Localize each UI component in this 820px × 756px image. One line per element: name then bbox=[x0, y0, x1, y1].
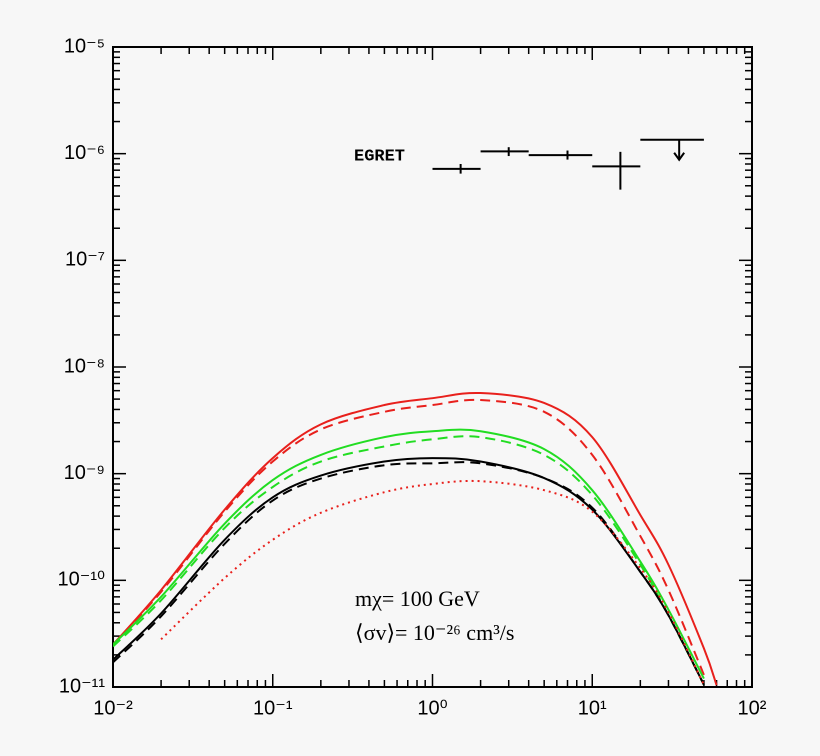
y-tick-label: 10⁻⁸ bbox=[64, 355, 105, 377]
x-tick-label: 10¹ bbox=[578, 697, 607, 719]
annotation: ⟨σv⟩= 10⁻²⁶ cm³/s bbox=[355, 620, 514, 645]
curve bbox=[160, 479, 705, 686]
x-tick-label: 10⁻² bbox=[93, 697, 133, 719]
plot-area bbox=[113, 391, 718, 686]
y-tick-label: 10⁻⁷ bbox=[65, 249, 105, 271]
x-tick-label: 10² bbox=[738, 697, 767, 719]
curve bbox=[113, 435, 705, 686]
y-tick-label: 10⁻⁶ bbox=[64, 142, 105, 164]
y-tick-label: 10⁻¹¹ bbox=[59, 675, 105, 697]
curve bbox=[113, 391, 718, 686]
x-tick-label: 10⁰ bbox=[417, 697, 447, 719]
y-tick-label: 10⁻⁹ bbox=[64, 462, 105, 484]
curve bbox=[113, 457, 705, 686]
curve bbox=[113, 398, 705, 676]
curve bbox=[113, 428, 705, 680]
y-tick-label: 10⁻⁵ bbox=[64, 35, 105, 57]
curve bbox=[113, 461, 705, 686]
egret-label: EGRET bbox=[354, 147, 405, 166]
egret-arrow-head bbox=[673, 152, 685, 162]
x-tick-label: 10⁻¹ bbox=[253, 697, 293, 719]
annotation: mχ= 100 GeV bbox=[355, 586, 480, 611]
y-tick-label: 10⁻¹⁰ bbox=[58, 569, 105, 591]
